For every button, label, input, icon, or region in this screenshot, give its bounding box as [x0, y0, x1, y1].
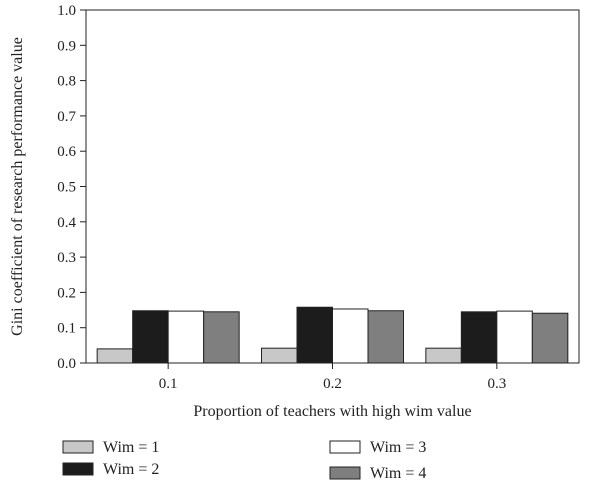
x-axis-ticks: 0.1 0.2 0.3 [159, 363, 506, 392]
y-tick-label: 0.7 [57, 109, 76, 125]
legend-label-wim-1: Wim = 1 [103, 439, 159, 456]
y-axis-label: Gini coefficient of research performance… [9, 37, 26, 336]
x-tick-label: 0.1 [159, 376, 178, 392]
bar-wim-3-0.1 [167, 310, 205, 364]
x-tick-label: 0.3 [487, 376, 506, 392]
y-tick-label: 0.5 [57, 180, 76, 196]
y-tick-label: 0.1 [57, 321, 76, 337]
legend-swatch-wim-2 [62, 462, 94, 476]
legend-swatch-wim-4 [329, 466, 361, 480]
x-axis-label: Proportion of teachers with high wim val… [193, 403, 471, 420]
legend-label-wim-3: Wim = 3 [370, 439, 426, 456]
y-tick-label: 0.4 [57, 215, 76, 231]
bar-wim-4-0.1 [203, 311, 240, 364]
bar-wim-1-0.3 [425, 347, 462, 364]
y-tick-label: 0.6 [57, 144, 76, 160]
y-tick-label: 1.0 [57, 3, 76, 19]
legend-label-wim-4: Wim = 4 [370, 465, 426, 482]
x-tick-label: 0.2 [323, 376, 342, 392]
bar-wim-2-0.3 [460, 311, 498, 364]
bar-wim-2-0.2 [296, 306, 333, 364]
y-tick-label: 0.9 [57, 38, 76, 54]
y-axis-ticks: 0.0 0.1 0.2 0.3 0.4 0.5 0.6 0.7 0.8 0.9 1.0 [57, 3, 86, 372]
legend-label-wim-2: Wim = 2 [103, 461, 159, 478]
bar-wim-3-0.2 [332, 308, 369, 364]
legend: Wim = 1 Wim = 2 Wim = 3 Wim = 4 [62, 439, 426, 482]
bars [96, 306, 569, 364]
bar-wim-1-0.1 [96, 348, 134, 364]
legend-swatch-wim-1 [62, 440, 94, 454]
y-tick-label: 0.0 [57, 356, 76, 372]
bar-wim-3-0.3 [496, 310, 533, 364]
y-tick-label: 0.8 [57, 74, 76, 90]
plot-frame [85, 9, 580, 364]
bar-wim-2-0.1 [132, 310, 169, 364]
bar-wim-4-0.2 [367, 310, 404, 364]
legend-swatch-wim-3 [329, 440, 361, 454]
bar-wim-1-0.2 [261, 347, 298, 364]
y-tick-label: 0.2 [57, 285, 76, 301]
y-tick-label: 0.3 [57, 250, 76, 266]
bar-wim-4-0.3 [531, 312, 569, 364]
